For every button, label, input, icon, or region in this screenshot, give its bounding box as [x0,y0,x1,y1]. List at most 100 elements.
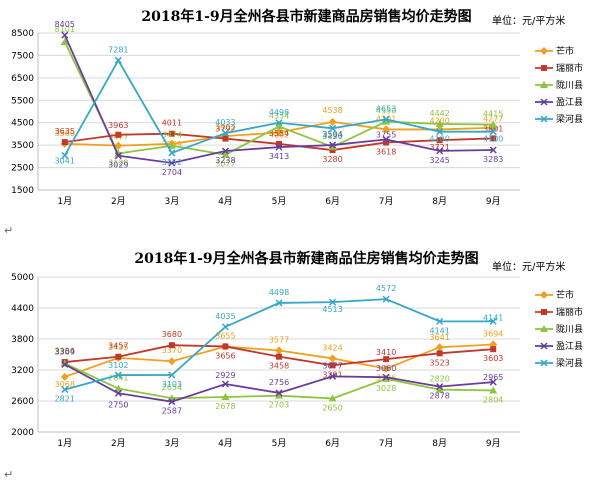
data-label: 2841 [108,374,128,383]
data-point [382,125,391,134]
data-label: 2587 [162,407,182,416]
chart-plot: 1500 2500 3500 4500 5500 6500 7500 8500 1月 2月 3月 4月… [11,20,520,207]
data-point [61,139,68,146]
legend-swatch [535,324,553,332]
data-point [60,372,69,381]
data-point [275,122,283,130]
data-label: 3560 [55,129,75,138]
x-tick-label: 8月 [432,438,447,449]
legend: 芒市 瑞丽市 陇川县 盈江县 梁河县 [534,286,583,371]
data-label: 3680 [162,330,182,339]
data-point [275,143,283,151]
legend-item: 陇川县 [534,76,583,93]
legend-marker [541,64,547,71]
data-label: 3238 [215,156,235,165]
data-label: 2756 [269,378,289,387]
legend-swatch [535,290,553,299]
legend-swatch [535,80,553,88]
data-point [329,124,337,132]
data-point [489,386,498,394]
legend-label: 瑞丽市 [556,308,584,318]
chart-title: 2018年1-9月全州各县市新建商品房销售均价走势图 [141,9,472,25]
data-point [168,159,176,167]
data-label: 2821 [55,395,75,404]
data-point [329,298,337,306]
chart-panel-1: 2018年1-9月全州各县市新建商品房销售均价走势图 单位：元/平方米 1500… [0,0,613,237]
data-label: 3077 [215,160,235,169]
legend-item: 梁河县 [534,354,583,371]
data-label: 2804 [483,395,503,404]
data-label: 4334 [269,111,289,120]
data-point [435,120,444,128]
data-label: 3102 [108,361,128,370]
data-point [436,137,443,144]
data-point [490,346,497,353]
data-label: 2878 [429,392,449,401]
data-label: 3291 [322,370,342,379]
data-label: 3326 [55,346,75,355]
legend-marker [540,80,548,88]
data-label: 3077 [322,361,342,370]
y-tick-label: 6500 [11,74,34,84]
data-point [221,150,230,158]
data-label: 3458 [269,362,289,371]
x-tick-label: 4月 [218,196,233,207]
x-tick-label: 4月 [218,438,233,449]
y-tick-label: 2000 [11,428,34,438]
x-tick-label: 9月 [486,438,501,449]
data-label: 3041 [55,156,75,165]
legend-label: 陇川县 [556,325,584,335]
legend-marker [540,324,548,332]
data-point [329,147,336,154]
legend-marker [540,358,548,367]
legend-swatch [535,97,553,106]
data-label: 3152 [162,158,182,167]
data-label: 4442 [429,109,449,118]
data-point [328,117,337,126]
data-label: 2650 [322,403,342,412]
data-label: 4513 [322,305,342,314]
data-label: 4550 [376,107,396,116]
data-label: 2703 [269,401,289,410]
x-tick-label: 3月 [165,196,180,207]
data-label: 3128 [108,158,128,167]
x-tick-label: 2月 [111,196,126,207]
data-point [222,343,229,350]
data-label: 4100 [429,135,449,144]
data-point [275,119,283,127]
y-tick-label: 4400 [11,304,34,314]
legend-item: 瑞丽市 [534,303,583,320]
chart-plot: 2000 2600 3200 3800 4400 5000 1月 2月 3月 4月 5月 6月 7月 8月… [11,273,520,449]
data-label: 2965 [483,373,503,382]
data-point [490,135,497,142]
data-label: 8405 [55,20,75,29]
x-tick-label: 6月 [325,438,340,449]
data-label: 3410 [376,348,396,357]
series-4: 8405 3029 2704 3238 3413 3504 3755 3245 3283 [55,20,504,177]
data-point [436,383,444,391]
data-label: 3523 [429,358,449,367]
data-point [114,371,122,379]
data-label: 4250 [322,131,342,140]
x-tick-label: 5月 [272,438,287,449]
data-label: 4498 [269,108,289,117]
return-mark: ↵ [4,468,14,481]
data-label: 3068 [55,380,75,389]
data-label: 3245 [429,156,449,165]
data-point [489,378,497,386]
data-point [436,317,444,325]
data-point [221,392,230,400]
legend-swatch [535,308,553,315]
legend-item: 陇川县 [534,320,583,337]
data-label: 3280 [322,155,342,164]
y-tick-label: 3800 [11,335,34,345]
data-label: 4415 [483,110,503,119]
data-label: 3694 [483,329,503,338]
legend-item: 盈江县 [534,337,583,354]
data-label: 4653 [376,104,396,113]
data-label: 4033 [215,118,235,127]
x-tick-label: 1月 [57,438,72,449]
data-label: 4572 [376,284,396,293]
data-point [489,128,497,136]
legend-marker [540,290,548,299]
